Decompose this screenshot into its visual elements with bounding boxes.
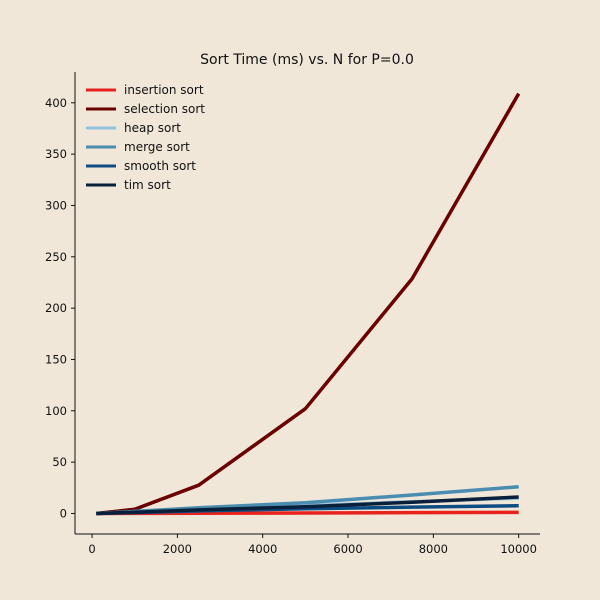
legend-label-insertion-sort: insertion sort (124, 83, 204, 97)
legend-label-selection-sort: selection sort (124, 102, 205, 116)
x-tick-label: 0 (88, 542, 95, 556)
legend-label-merge-sort: merge sort (124, 140, 190, 154)
legend: insertion sort selection sort heap sort mer… (86, 83, 205, 192)
legend-label-tim-sort: tim sort (124, 178, 171, 192)
y-tick-label: 200 (45, 301, 67, 315)
y-tick-label: 50 (52, 455, 67, 469)
legend-label-heap-sort: heap sort (124, 121, 181, 135)
y-tick-label: 350 (45, 147, 67, 161)
y-tick-label: 300 (45, 198, 67, 212)
x-tick-label: 6000 (333, 542, 362, 556)
x-tick-label: 4000 (248, 542, 277, 556)
series-lines (96, 92, 521, 516)
chart-title: Sort Time (ms) vs. N for P=0.0 (200, 52, 414, 68)
axes: 0 2000 4000 6000 8000 10000 0 50 100 150 200 250 300… (45, 72, 540, 556)
x-tick-label: 2000 (163, 542, 192, 556)
series-line-selection-sort (96, 92, 521, 516)
y-tick-label: 100 (45, 404, 67, 418)
y-tick-label: 250 (45, 250, 67, 264)
x-tick-label: 10000 (500, 542, 537, 556)
legend-label-smooth-sort: smooth sort (124, 159, 196, 173)
y-tick-label: 0 (60, 506, 67, 520)
series-line-tim-sort (96, 495, 519, 516)
y-tick-label: 400 (45, 96, 67, 110)
y-tick-label: 150 (45, 352, 67, 366)
x-tick-label: 8000 (419, 542, 448, 556)
